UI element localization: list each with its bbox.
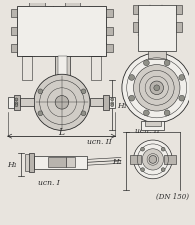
Circle shape [81,90,86,94]
Circle shape [164,61,170,66]
Bar [22,57,32,81]
Bar [106,28,113,36]
Bar [148,52,166,60]
Circle shape [15,102,18,105]
Circle shape [150,82,164,95]
Circle shape [129,75,135,81]
Circle shape [111,104,114,107]
Circle shape [179,96,185,102]
Bar [8,97,13,109]
Circle shape [145,77,168,100]
Text: H₁: H₁ [117,102,127,110]
Circle shape [154,86,160,91]
Text: L: L [58,127,64,136]
Circle shape [164,110,170,116]
Bar [145,121,161,126]
Circle shape [34,75,90,131]
Bar [103,95,109,110]
Bar [109,97,115,109]
Bar [90,99,103,107]
Bar [138,6,176,52]
Bar [17,7,106,57]
Circle shape [179,75,185,81]
Text: ucn. II: ucn. II [87,137,112,145]
Circle shape [141,148,144,151]
Circle shape [134,65,180,112]
Bar [11,28,17,36]
Bar [141,121,164,131]
Circle shape [161,148,165,151]
Bar [133,23,138,33]
Bar [34,156,87,169]
Bar [91,57,101,81]
Text: ucn. I: ucn. I [37,178,59,186]
Circle shape [15,104,18,107]
Bar [176,6,182,15]
Circle shape [38,111,43,116]
Bar [29,0,44,7]
Circle shape [111,102,114,105]
Bar [176,23,182,33]
Bar [133,6,138,15]
Circle shape [141,168,144,172]
Circle shape [15,99,18,101]
Circle shape [149,156,157,164]
Circle shape [144,61,149,66]
Text: (DN 150): (DN 150) [156,192,189,200]
Text: H₁: H₁ [112,158,122,166]
Circle shape [122,54,191,123]
Bar [20,99,34,107]
Bar [65,0,80,7]
Text: ucn. II: ucn. II [135,127,160,135]
Circle shape [55,96,69,110]
Bar [66,158,75,167]
Circle shape [161,168,165,172]
Circle shape [142,149,164,170]
Circle shape [38,90,43,94]
Circle shape [191,86,195,91]
Bar [29,153,34,172]
Bar [106,45,113,53]
Bar [13,95,20,110]
Bar [11,10,17,18]
Bar [58,57,67,81]
Circle shape [144,110,149,116]
Circle shape [111,99,114,101]
Circle shape [129,96,135,102]
Bar [106,10,113,18]
Bar [11,45,17,53]
Bar [25,154,29,171]
Bar [130,155,141,164]
Circle shape [81,111,86,116]
Bar [48,158,66,167]
Bar [55,57,70,81]
Text: H₁: H₁ [7,160,16,169]
Circle shape [134,140,172,179]
Bar [164,155,176,164]
